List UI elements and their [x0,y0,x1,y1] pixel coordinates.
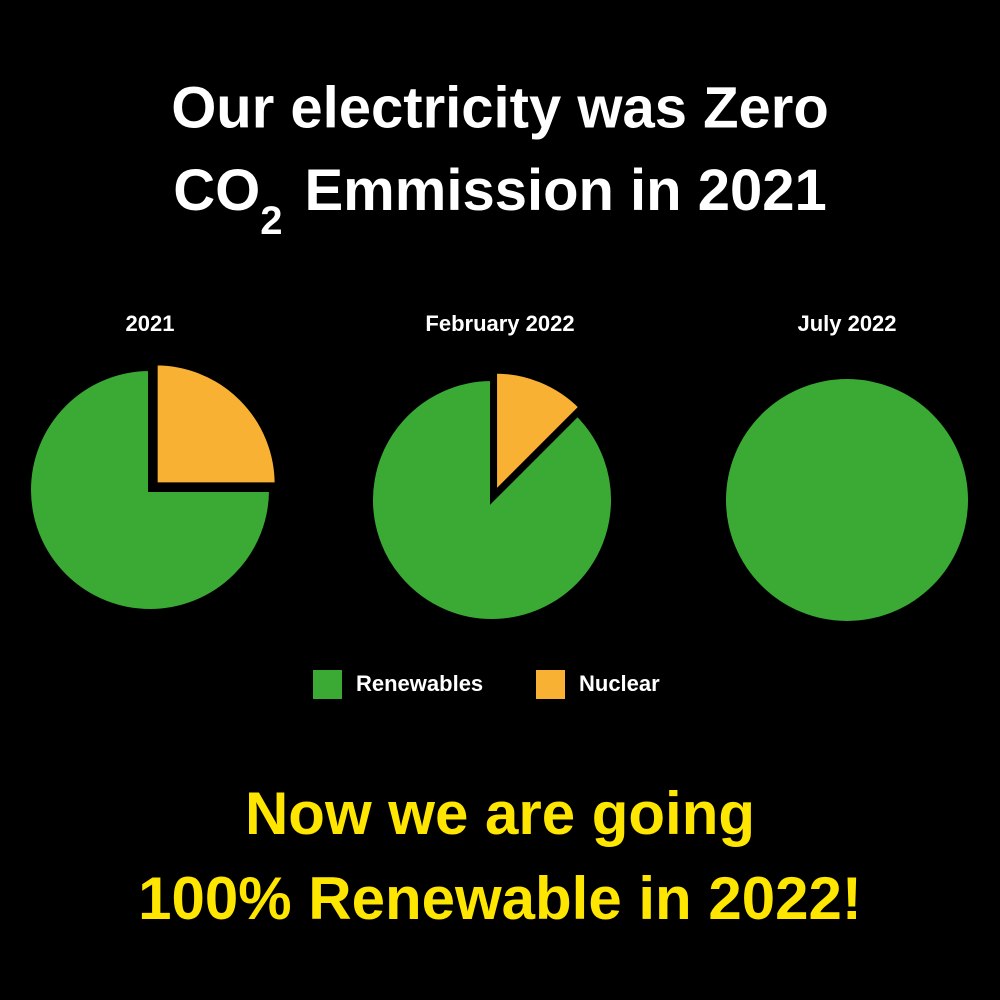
title-line: CO2 Emmission in 2021 [173,158,826,242]
pie-slice [153,361,279,487]
pie-slice [493,369,584,498]
legend-swatch [313,670,342,699]
pie-slice [369,376,615,623]
pie-slice [726,379,968,621]
title-text: CO [173,158,260,223]
title-line: Our electricity was Zero [171,75,829,140]
pie-title: July 2022 [797,311,896,336]
legend-swatch [536,670,565,699]
legend-label: Nuclear [579,671,660,696]
title-text: Emmission in 2021 [305,158,827,223]
pie-title: February 2022 [425,311,574,336]
pie-title: 2021 [126,311,175,336]
pie-slice [27,366,274,613]
legend-label: Renewables [356,671,483,696]
footer-line: Now we are going [245,780,755,847]
title-subscript: 2 [260,199,282,243]
footer-line: 100% Renewable in 2022! [138,865,862,932]
